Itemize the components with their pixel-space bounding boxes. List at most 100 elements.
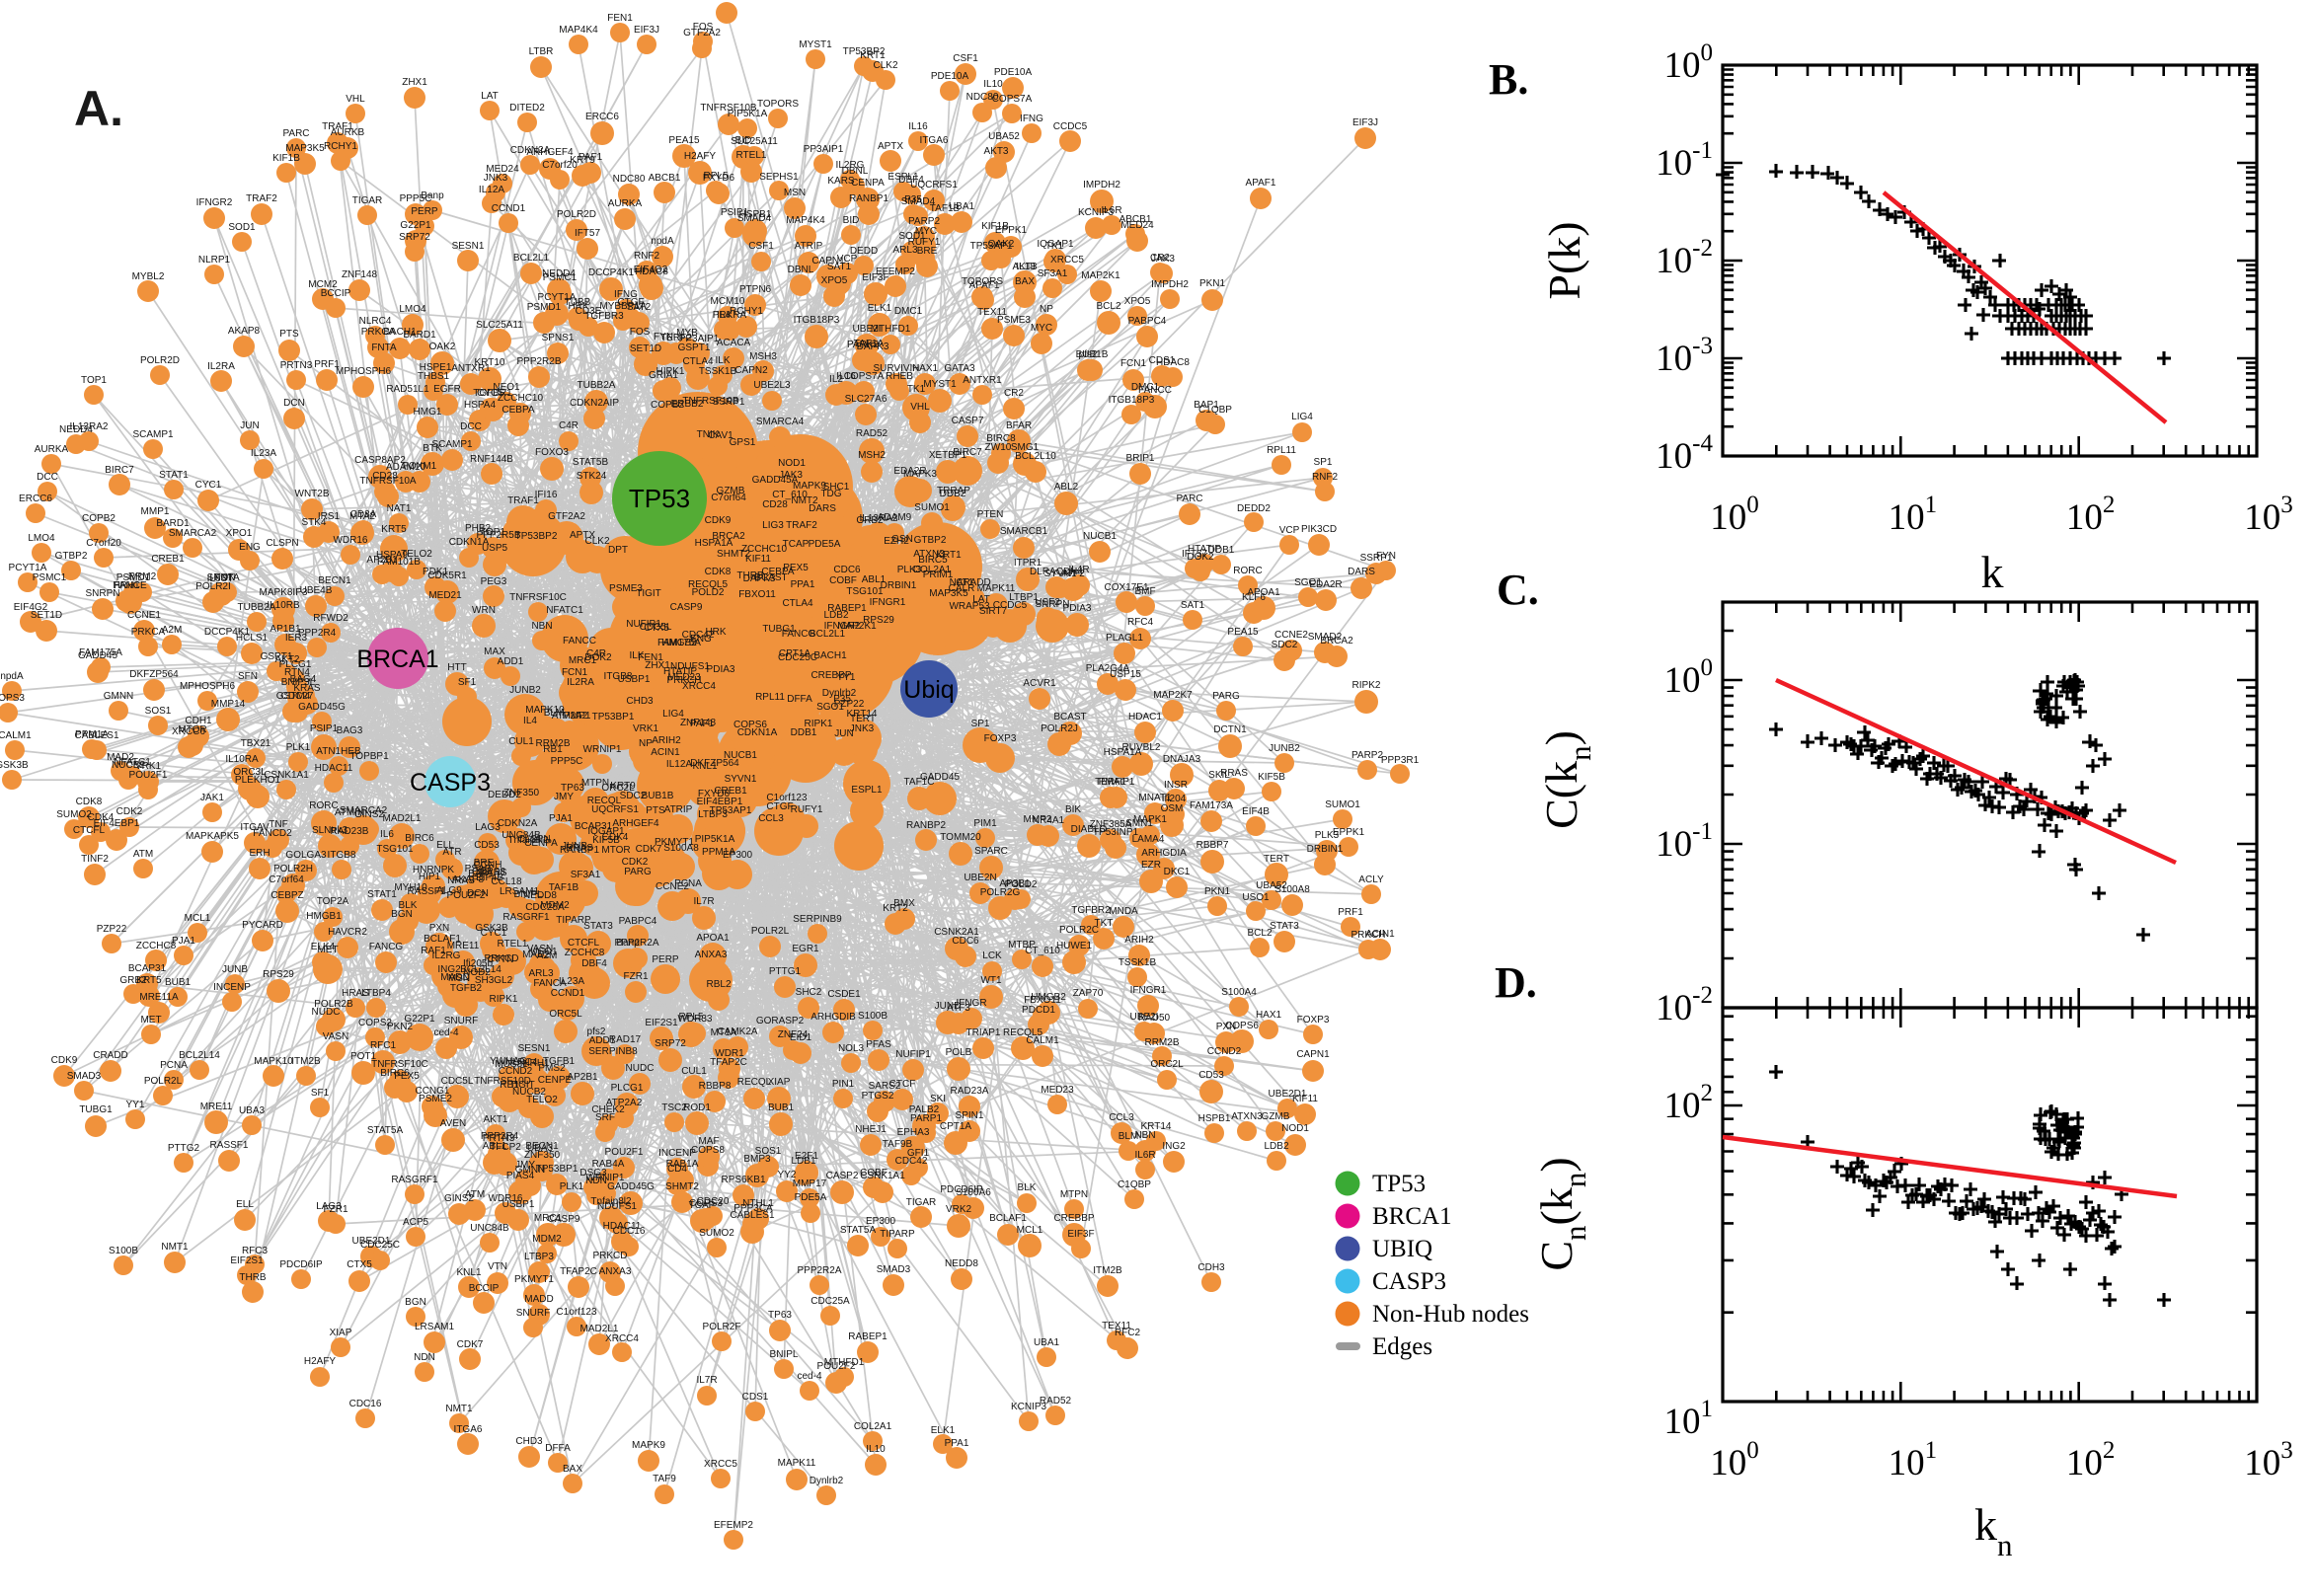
svg-text:MAPK3: MAPK3 [903, 469, 937, 480]
svg-text:IL13RA2: IL13RA2 [70, 421, 109, 432]
svg-text:MAPK10: MAPK10 [254, 1056, 293, 1067]
svg-text:PPP2R4: PPP2R4 [481, 1131, 519, 1142]
svg-text:EIF2S1: EIF2S1 [230, 1255, 264, 1266]
svg-text:WRNIP1: WRNIP1 [583, 744, 622, 755]
svg-text:HDAC11: HDAC11 [315, 763, 353, 774]
svg-text:TIGIT: TIGIT [636, 588, 661, 599]
svg-text:EPPK1: EPPK1 [995, 225, 1028, 236]
svg-text:Non-Hub nodes: Non-Hub nodes [1372, 1301, 1529, 1328]
svg-text:SRP72: SRP72 [399, 232, 430, 243]
svg-text:COL2A1: COL2A1 [854, 1421, 892, 1432]
svg-text:DFFA: DFFA [787, 694, 812, 705]
svg-text:PARG: PARG [624, 867, 652, 877]
svg-text:YY1: YY1 [837, 672, 856, 683]
svg-text:10-1: 10-1 [1656, 818, 1713, 865]
svg-text:RPS29: RPS29 [863, 615, 894, 626]
svg-text:CCNE2: CCNE2 [1274, 630, 1308, 641]
svg-text:CCNH: CCNH [474, 860, 502, 871]
svg-text:GTF2A2: GTF2A2 [548, 511, 585, 522]
svg-text:TDG: TDG [820, 489, 841, 499]
svg-text:TGFBR2: TGFBR2 [1071, 905, 1111, 916]
svg-text:KNL1: KNL1 [692, 761, 717, 772]
svg-text:DPT: DPT [608, 545, 628, 556]
svg-text:TOP2A: TOP2A [317, 896, 349, 907]
svg-text:POLR2J: POLR2J [1041, 723, 1078, 734]
svg-text:PTEN: PTEN [977, 509, 1004, 520]
svg-text:JUN: JUN [834, 728, 853, 739]
svg-text:PEG3: PEG3 [481, 576, 507, 587]
svg-text:SLC25A11: SLC25A11 [476, 320, 523, 331]
svg-text:NBN: NBN [1134, 1130, 1155, 1141]
svg-text:DIABLO: DIABLO [1071, 824, 1108, 835]
svg-text:IL6R: IL6R [1134, 1150, 1155, 1161]
svg-text:TOMM20: TOMM20 [940, 832, 981, 843]
svg-text:CHD3: CHD3 [515, 1436, 543, 1447]
svg-text:FANCG: FANCG [369, 942, 404, 952]
svg-text:CCDC5: CCDC5 [993, 600, 1028, 611]
svg-text:PPP5C: PPP5C [551, 756, 583, 767]
svg-text:BRIP1: BRIP1 [1126, 453, 1155, 464]
svg-text:AKAP8: AKAP8 [228, 326, 261, 337]
svg-text:AURKA: AURKA [608, 198, 643, 209]
svg-text:MRE11: MRE11 [200, 1102, 233, 1112]
svg-text:MED23: MED23 [1041, 1085, 1074, 1096]
svg-text:ANTXR1: ANTXR1 [451, 363, 491, 374]
svg-text:SF1: SF1 [311, 1088, 330, 1099]
svg-text:PKN1: PKN1 [1199, 278, 1226, 289]
svg-text:GINS2: GINS2 [444, 1193, 474, 1204]
svg-text:ADD1: ADD1 [498, 656, 524, 667]
svg-text:MED21: MED21 [428, 590, 462, 601]
svg-text:JAK3: JAK3 [779, 470, 803, 481]
svg-text:WT1: WT1 [980, 975, 1002, 986]
svg-text:FOXM1: FOXM1 [403, 461, 437, 472]
svg-text:RECQL5: RECQL5 [1003, 1027, 1042, 1038]
svg-text:TRAF1: TRAF1 [322, 121, 353, 132]
svg-text:SEPHS1: SEPHS1 [759, 172, 799, 183]
svg-text:RCHY1: RCHY1 [730, 306, 763, 317]
svg-text:MAPKAPK5: MAPKAPK5 [186, 831, 239, 842]
svg-text:APOA1: APOA1 [696, 933, 730, 944]
svg-text:KRT9: KRT9 [570, 155, 595, 166]
svg-text:BCL2L1: BCL2L1 [810, 629, 846, 640]
svg-text:CDKN2A: CDKN2A [498, 818, 538, 829]
svg-text:RASSF1: RASSF1 [210, 1140, 249, 1151]
svg-text:EIF3F: EIF3F [862, 272, 888, 283]
svg-text:PTPN6: PTPN6 [739, 284, 772, 295]
svg-text:NEDD4: NEDD4 [542, 268, 576, 279]
svg-text:ITGAV: ITGAV [240, 822, 270, 833]
svg-text:ITGA6: ITGA6 [920, 135, 949, 146]
svg-text:DBNL: DBNL [842, 166, 869, 177]
svg-text:BIRC7: BIRC7 [953, 447, 982, 458]
svg-text:SHC1: SHC1 [823, 482, 850, 493]
svg-text:PTGS2: PTGS2 [862, 1091, 894, 1102]
svg-text:CTTN: CTTN [488, 954, 514, 965]
svg-text:PARP2: PARP2 [908, 216, 940, 227]
svg-text:PDCD6IP: PDCD6IP [279, 1259, 323, 1270]
svg-text:CCND2: CCND2 [1207, 1046, 1242, 1057]
svg-text:LAT: LAT [972, 594, 990, 605]
svg-text:DKFZP564: DKFZP564 [129, 669, 179, 680]
svg-text:UNC84B: UNC84B [502, 830, 541, 841]
svg-text:TRIAP1: TRIAP1 [965, 1027, 1000, 1038]
svg-text:ERH: ERH [249, 848, 270, 859]
svg-text:SGO1: SGO1 [816, 702, 844, 713]
svg-text:RRM2: RRM2 [128, 571, 157, 582]
svg-text:VCP: VCP [1279, 525, 1300, 536]
svg-text:RIPK1: RIPK1 [805, 719, 833, 729]
svg-text:CDS1: CDS1 [1149, 355, 1176, 366]
svg-text:CPT1A: CPT1A [779, 648, 811, 659]
svg-text:EP300: EP300 [723, 850, 752, 861]
svg-text:RTN4: RTN4 [284, 667, 310, 678]
svg-text:DAPK3: DAPK3 [743, 573, 776, 584]
svg-text:INCENP: INCENP [658, 1148, 696, 1159]
svg-text:IL6R: IL6R [1101, 205, 1121, 216]
svg-text:Tnfaip8l2: Tnfaip8l2 [507, 835, 549, 846]
svg-text:NDN: NDN [414, 1352, 435, 1363]
svg-text:CHD3: CHD3 [626, 696, 654, 707]
svg-text:ITGB8: ITGB8 [328, 850, 356, 861]
svg-text:MYC: MYC [1031, 323, 1052, 334]
svg-text:DCC: DCC [37, 472, 58, 483]
svg-text:IL4R: IL4R [1068, 565, 1089, 575]
svg-text:PEA15: PEA15 [668, 135, 700, 146]
svg-text:NAT1: NAT1 [950, 577, 974, 588]
